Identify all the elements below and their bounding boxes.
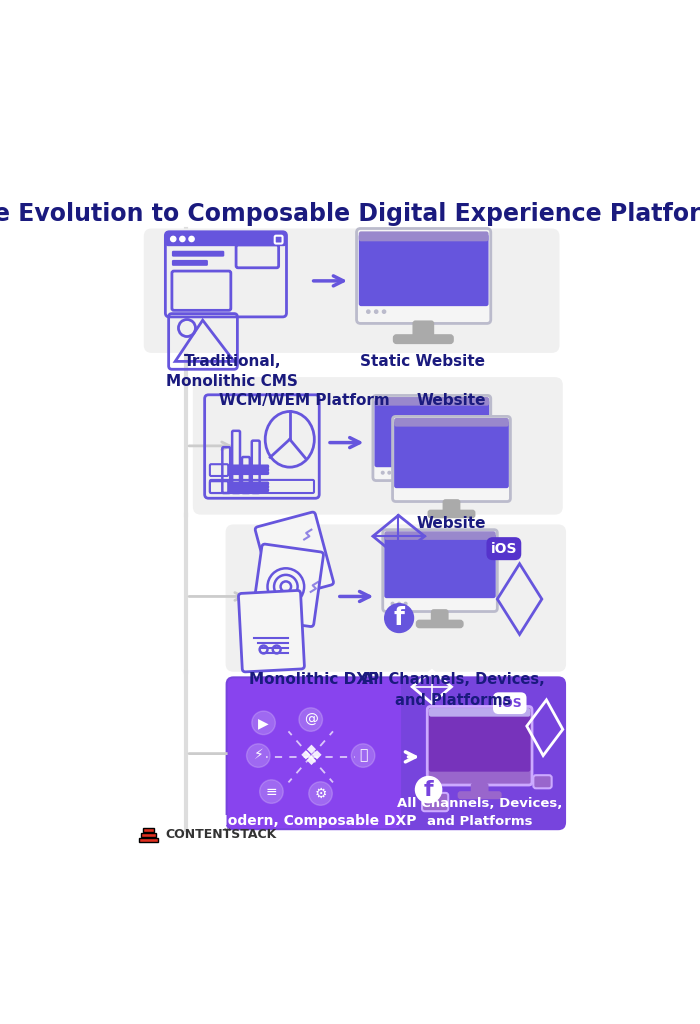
Text: All Channels, Devices,
and Platforms: All Channels, Devices, and Platforms (362, 672, 545, 708)
FancyBboxPatch shape (375, 400, 488, 466)
Circle shape (395, 471, 397, 474)
FancyBboxPatch shape (395, 422, 508, 487)
FancyBboxPatch shape (225, 676, 566, 830)
Circle shape (398, 602, 400, 605)
FancyBboxPatch shape (383, 529, 497, 611)
FancyBboxPatch shape (139, 838, 158, 842)
FancyBboxPatch shape (144, 228, 559, 353)
Text: Modern, Composable DXP: Modern, Composable DXP (214, 814, 416, 827)
Text: ⚡: ⚡ (253, 749, 263, 763)
Text: ⚙: ⚙ (314, 786, 327, 801)
Circle shape (246, 743, 270, 767)
FancyBboxPatch shape (225, 524, 566, 672)
FancyBboxPatch shape (232, 472, 268, 474)
FancyBboxPatch shape (232, 482, 268, 484)
Circle shape (385, 604, 414, 633)
Text: Website: Website (416, 516, 486, 530)
FancyBboxPatch shape (274, 557, 282, 573)
Text: Monolithic DXP: Monolithic DXP (249, 672, 379, 687)
Circle shape (309, 781, 332, 805)
FancyBboxPatch shape (356, 228, 491, 324)
FancyBboxPatch shape (416, 621, 463, 628)
FancyBboxPatch shape (428, 511, 475, 517)
FancyBboxPatch shape (228, 678, 401, 828)
FancyBboxPatch shape (414, 322, 433, 338)
FancyBboxPatch shape (494, 693, 526, 713)
FancyBboxPatch shape (232, 469, 268, 471)
Text: @: @ (304, 713, 318, 727)
FancyBboxPatch shape (393, 417, 510, 502)
Circle shape (260, 780, 284, 804)
Text: CONTENTSTACK: CONTENTSTACK (165, 828, 276, 842)
Circle shape (374, 310, 378, 313)
Text: Traditional,
Monolithic CMS: Traditional, Monolithic CMS (166, 354, 298, 389)
FancyBboxPatch shape (427, 707, 532, 785)
FancyBboxPatch shape (386, 535, 495, 597)
Circle shape (171, 237, 176, 242)
Circle shape (382, 471, 384, 474)
Circle shape (367, 310, 370, 313)
FancyBboxPatch shape (430, 712, 529, 771)
FancyBboxPatch shape (422, 793, 448, 811)
Circle shape (351, 743, 375, 767)
FancyBboxPatch shape (409, 489, 455, 497)
FancyBboxPatch shape (172, 251, 224, 257)
FancyBboxPatch shape (430, 709, 529, 716)
Text: ▶: ▶ (258, 716, 269, 730)
Circle shape (180, 237, 185, 242)
Text: WCM/WEM Platform: WCM/WEM Platform (219, 393, 389, 408)
FancyBboxPatch shape (172, 260, 208, 266)
Circle shape (388, 471, 391, 474)
Circle shape (252, 711, 275, 734)
Text: ≡: ≡ (265, 784, 277, 799)
FancyBboxPatch shape (232, 466, 268, 468)
Text: The Evolution to Composable Digital Experience Platforms: The Evolution to Composable Digital Expe… (0, 203, 700, 226)
Circle shape (405, 602, 407, 605)
FancyBboxPatch shape (252, 544, 323, 627)
FancyBboxPatch shape (193, 377, 563, 515)
FancyBboxPatch shape (432, 610, 447, 624)
Text: 🛒: 🛒 (359, 749, 368, 763)
FancyBboxPatch shape (294, 560, 302, 571)
Circle shape (382, 310, 386, 313)
FancyBboxPatch shape (165, 231, 286, 246)
FancyBboxPatch shape (424, 479, 440, 493)
FancyBboxPatch shape (487, 539, 520, 559)
Circle shape (299, 708, 323, 731)
Text: Website: Website (416, 393, 486, 408)
Text: iOS: iOS (498, 696, 522, 710)
FancyBboxPatch shape (533, 775, 552, 788)
Circle shape (189, 237, 194, 242)
Text: ❖: ❖ (298, 742, 323, 771)
FancyBboxPatch shape (360, 236, 487, 305)
FancyBboxPatch shape (375, 398, 488, 404)
FancyBboxPatch shape (395, 419, 508, 426)
FancyBboxPatch shape (386, 532, 495, 539)
FancyBboxPatch shape (143, 827, 154, 831)
FancyBboxPatch shape (444, 500, 459, 513)
Text: f: f (393, 606, 405, 630)
FancyBboxPatch shape (373, 395, 491, 480)
Text: Static Website: Static Website (360, 354, 484, 370)
FancyBboxPatch shape (283, 553, 293, 578)
Text: iOS: iOS (491, 542, 517, 556)
FancyBboxPatch shape (394, 335, 453, 343)
Text: f: f (424, 779, 433, 800)
FancyBboxPatch shape (472, 783, 487, 795)
Circle shape (391, 602, 394, 605)
FancyBboxPatch shape (458, 793, 500, 798)
Text: All Channels, Devices,
and Platforms: All Channels, Devices, and Platforms (397, 797, 562, 827)
FancyBboxPatch shape (141, 833, 155, 837)
FancyBboxPatch shape (232, 489, 268, 492)
FancyBboxPatch shape (256, 512, 333, 600)
Text: ™: ™ (223, 828, 231, 838)
FancyBboxPatch shape (239, 591, 304, 672)
FancyBboxPatch shape (232, 485, 268, 487)
FancyBboxPatch shape (360, 232, 487, 241)
Circle shape (416, 776, 442, 803)
